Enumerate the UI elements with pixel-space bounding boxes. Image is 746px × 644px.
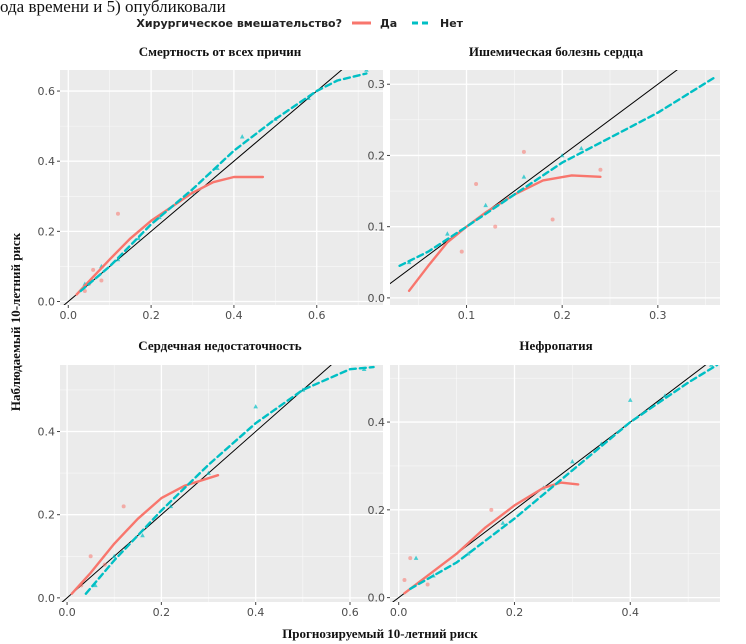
data-point-yes [408, 556, 413, 561]
data-point-yes [489, 507, 494, 512]
data-point-no [500, 520, 506, 525]
series-line-yes [70, 474, 220, 595]
y-tick-label: 0.3 [368, 78, 386, 91]
panel-4: 0.0 0.2 0.4 0.0 0.2 0.4 Нефропатия [368, 338, 720, 619]
y-tick-label: 0.6 [38, 85, 56, 98]
cropped-caption-text: ода времени и 5) опубликовали [0, 0, 226, 16]
series-line-yes [75, 175, 265, 296]
y-tick-label: 0.0 [368, 592, 386, 605]
data-point-no [136, 235, 141, 241]
series-line-no [84, 365, 375, 595]
x-tick-label: 0.4 [247, 606, 265, 619]
series-line-no [409, 365, 719, 590]
panel-background [390, 70, 720, 305]
y-tick-label: 0.0 [38, 592, 56, 605]
data-point-no [111, 553, 117, 559]
data-point-no [140, 532, 145, 538]
y-tick-label: 0.2 [38, 225, 56, 238]
x-tick-label: 0.6 [308, 309, 326, 322]
y-tick-label: 0.4 [368, 416, 386, 429]
data-point-no [300, 387, 306, 392]
data-point-yes [521, 149, 526, 154]
panel-title: Смертность от всех причин [139, 44, 302, 59]
data-point-no [206, 470, 211, 475]
plot-area [390, 70, 717, 292]
data-point-no [413, 555, 419, 560]
data-point-yes [102, 562, 107, 567]
x-tick-label: 0.2 [153, 606, 171, 619]
x-tick-label: 0.4 [622, 606, 640, 619]
x-tick-label: 0.2 [506, 606, 524, 619]
data-point-yes [91, 267, 96, 272]
x-tick-label: 0.2 [553, 309, 571, 322]
data-point-no [521, 174, 527, 179]
data-point-no [364, 70, 369, 72]
panel-3: 0.0 0.2 0.4 0.6 0.0 0.2 0.4 Сердечная недостато… [38, 338, 383, 619]
y-tick-label: 0.0 [38, 295, 56, 308]
panel-background [60, 70, 383, 305]
y-tick-label: 0.2 [38, 509, 56, 522]
data-point-yes [550, 217, 555, 222]
y-tick-label: 0.2 [368, 504, 386, 517]
data-point-no [579, 145, 584, 151]
data-point-yes [598, 167, 603, 172]
panel-title: Сердечная недостаточность [138, 338, 302, 353]
x-tick-label: 0.0 [60, 309, 78, 322]
data-point-yes [425, 582, 430, 587]
data-point-yes [493, 224, 498, 229]
y-tick-label: 0.4 [38, 155, 56, 168]
y-tick-label: 0.4 [38, 426, 56, 439]
data-point-no [239, 134, 245, 139]
x-tick-label: 0.1 [458, 309, 476, 322]
data-point-yes [115, 211, 120, 216]
reference-line [390, 70, 678, 285]
x-tick-label: 0.0 [390, 606, 408, 619]
panel-title: Ишемическая болезнь сердца [469, 44, 644, 59]
x-tick-label: 0.4 [225, 309, 243, 322]
x-tick-label: 0.0 [58, 606, 76, 619]
data-point-yes [82, 288, 87, 293]
data-point-no [253, 404, 258, 409]
data-point-no [93, 582, 98, 588]
plot-area [61, 365, 375, 602]
data-point-no [627, 397, 633, 402]
series-line-no [398, 75, 717, 267]
legend-label-no: Нет [440, 17, 464, 30]
legend-label-yes: Да [380, 17, 397, 30]
data-point-no [559, 152, 565, 158]
data-point-yes [474, 181, 479, 186]
y-tick-label: 0.1 [368, 221, 386, 234]
x-axis-title: Прогнозируемый 10-летний риск [282, 626, 478, 641]
data-point-yes [99, 278, 104, 283]
panels: 0.0 0.2 0.4 0.6 0.0 0.2 0.4 0.6 Смертность от вс… [38, 44, 720, 619]
data-point-no [709, 365, 714, 367]
panel-1: 0.0 0.2 0.4 0.6 0.0 0.2 0.4 0.6 Смертность от вс… [38, 44, 383, 322]
legend: Хирургическое вмешательство? Да Нет [136, 17, 463, 30]
data-point-no [215, 165, 220, 171]
data-point-yes [459, 249, 464, 254]
panel-2: 0.1 0.2 0.3 0.0 0.1 0.2 0.3 Ишемическая болезнь… [368, 44, 720, 322]
data-point-no [570, 459, 575, 464]
y-axis-title: Наблюдаемый 10-летний риск [8, 232, 23, 411]
data-point-no [445, 231, 450, 236]
x-tick-label: 0.2 [142, 309, 160, 322]
x-tick-label: 0.3 [649, 309, 667, 322]
series-line-no [79, 72, 368, 293]
y-tick-label: 0.0 [368, 292, 386, 305]
x-tick-label: 0.6 [341, 606, 359, 619]
panel-title: Нефропатия [519, 338, 592, 353]
plot-area [392, 365, 719, 602]
data-point-no [483, 202, 488, 208]
y-tick-label: 0.2 [368, 149, 386, 162]
legend-title: Хирургическое вмешательство? [136, 17, 342, 30]
data-point-yes [402, 578, 407, 583]
data-point-no [168, 503, 174, 509]
plot-area [63, 70, 369, 305]
data-point-yes [121, 504, 126, 509]
data-point-yes [88, 554, 93, 559]
